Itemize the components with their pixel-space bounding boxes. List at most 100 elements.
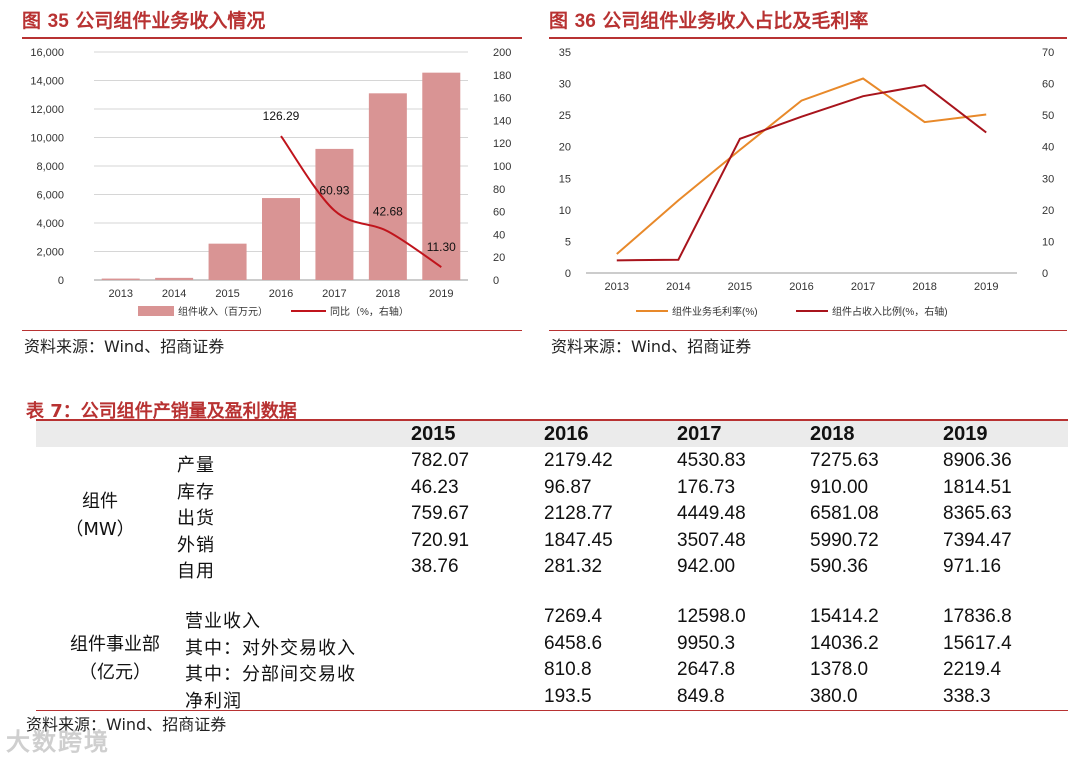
y-tick-label-left: 2,000 [36,247,64,259]
table-cell: 7269.4 [544,606,603,627]
row-label: 营业收入 [185,611,261,632]
x-tick-label: 2016 [789,281,813,293]
group-label-modules: 组件 （MW） [40,488,160,544]
y-tick-label-left: 15 [559,173,571,185]
figure-35-title: 图 35 公司组件业务收入情况 [22,6,265,33]
y-tick-label-right: 20 [1042,205,1054,217]
table-cell: 12598.0 [677,606,746,627]
y-tick-label-left: 12,000 [30,104,64,116]
figure-35-bottom-rule [22,330,522,331]
group-label-modules-name: 组件 [82,491,118,512]
y-tick-label-right: 180 [493,70,511,82]
table-cell: 720.91 [411,529,470,551]
table-cell: 4449.48 [677,503,746,524]
figure-35-top-rule [22,37,522,39]
figure-36-chart: 0 5 10 15 20 25 30 35 0 10 20 30 40 50 60 70 2013 2014 201… [559,47,1055,318]
table-cell: 38.76 [411,556,459,577]
y-tick-label-left: 0 [565,268,571,280]
group-label-division-unit: （亿元） [79,662,151,683]
figure-36-source: 资料来源：Wind、招商证券 [551,337,752,356]
group-label-division-name: 组件事业部 [70,634,160,655]
y-tick-label-right: 40 [493,229,505,241]
table-cell: 910.00 [810,476,869,498]
bar [208,243,247,280]
bar [368,93,407,280]
table-cell: 849.8 [677,685,725,707]
x-tick-label: 2014 [666,281,690,293]
figure-36-title-text: 公司组件业务收入占比及毛利率 [602,10,869,32]
y-tick-label-left: 6,000 [36,190,64,202]
figure-36-top-rule [549,37,1067,39]
y-tick-label-left: 4,000 [36,218,64,230]
y-tick-label-right: 40 [1042,142,1054,154]
bar [155,277,194,280]
row-label: 库存 [177,481,215,503]
bar [262,198,300,280]
table-cell: 5990.72 [810,529,879,551]
y-tick-label-left: 16,000 [30,47,64,59]
y-tick-label-right: 10 [1042,236,1054,248]
x-tick-label: 2019 [974,281,998,293]
bar [315,148,354,280]
figure-36-number: 36 [574,11,596,32]
data-label: 126.29 [263,109,300,123]
bar [101,278,140,280]
table-cell: 2179.42 [544,450,613,471]
revenue-share-line [616,84,987,262]
y-tick-label-right: 160 [493,93,511,105]
table-cell: 6581.08 [810,503,879,524]
figure-36-title: 图 36 公司组件业务收入占比及毛利率 [549,6,868,33]
table-cell: 782.07 [411,450,470,471]
table-7-title: 表 7：公司组件产销量及盈利数据 [26,401,297,422]
bar [422,72,461,280]
y-tick-label-left: 14,000 [30,76,64,88]
table-cell: 759.67 [411,503,470,524]
year-header: 2017 [677,423,722,445]
y-tick-label-left: 5 [565,236,571,248]
legend-label-line: 同比（%，右轴） [330,305,409,318]
legend-label-bar: 组件收入（百万元） [178,305,268,318]
x-tick-label: 2017 [851,281,875,293]
row-label: 自用 [177,561,215,582]
table-cell: 193.5 [544,685,592,707]
y-tick-label-left: 10,000 [30,133,64,145]
y-tick-label-right: 20 [493,252,505,264]
y-tick-label-left: 30 [559,79,571,91]
x-tick-label: 2017 [322,288,346,300]
legend-label-margin: 组件业务毛利率(%) [672,305,758,318]
table-cell: 1814.51 [943,476,1012,498]
table-cell: 971.16 [943,556,1002,577]
table-cell: 3507.48 [677,529,746,551]
y-tick-label-right: 140 [493,115,511,127]
table-cell: 4530.83 [677,450,746,471]
y-tick-label-right: 50 [1042,110,1054,122]
table-cell: 7394.47 [943,529,1012,551]
table-header-row [36,421,1068,447]
table-cell: 2647.8 [677,659,736,680]
figure-35-title-text: 公司组件业务收入情况 [75,10,266,32]
y-tick-label-left: 25 [559,110,571,122]
x-tick-label: 2019 [429,288,453,300]
y-tick-label-left: 35 [559,47,571,59]
table-cell: 46.23 [411,476,459,498]
x-tick-label: 2014 [162,288,186,300]
legend-swatch-bar [138,306,174,316]
watermark-logo: 大数跨境 [6,728,110,756]
y-tick-label-right: 100 [493,161,511,173]
y-tick-label-left: 20 [559,142,571,154]
table-cell: 6458.6 [544,632,603,654]
year-header: 2018 [810,423,855,445]
gross-margin-line [616,77,987,255]
x-tick-label: 2015 [215,288,239,300]
table-cell: 8906.36 [943,450,1012,471]
table-cell: 8365.63 [943,503,1012,524]
x-tick-label: 2013 [605,281,629,293]
y-tick-label-right: 60 [1042,79,1054,91]
table-source: 资料来源：Wind、招商证券 [26,715,227,734]
table-cell: 176.73 [677,476,736,498]
group-label-division: 组件事业部 （亿元） [40,631,190,687]
table-cell: 338.3 [943,685,991,707]
table-cell: 810.8 [544,659,592,680]
table-cell: 7275.63 [810,450,879,471]
y-tick-label-right: 0 [493,275,499,287]
